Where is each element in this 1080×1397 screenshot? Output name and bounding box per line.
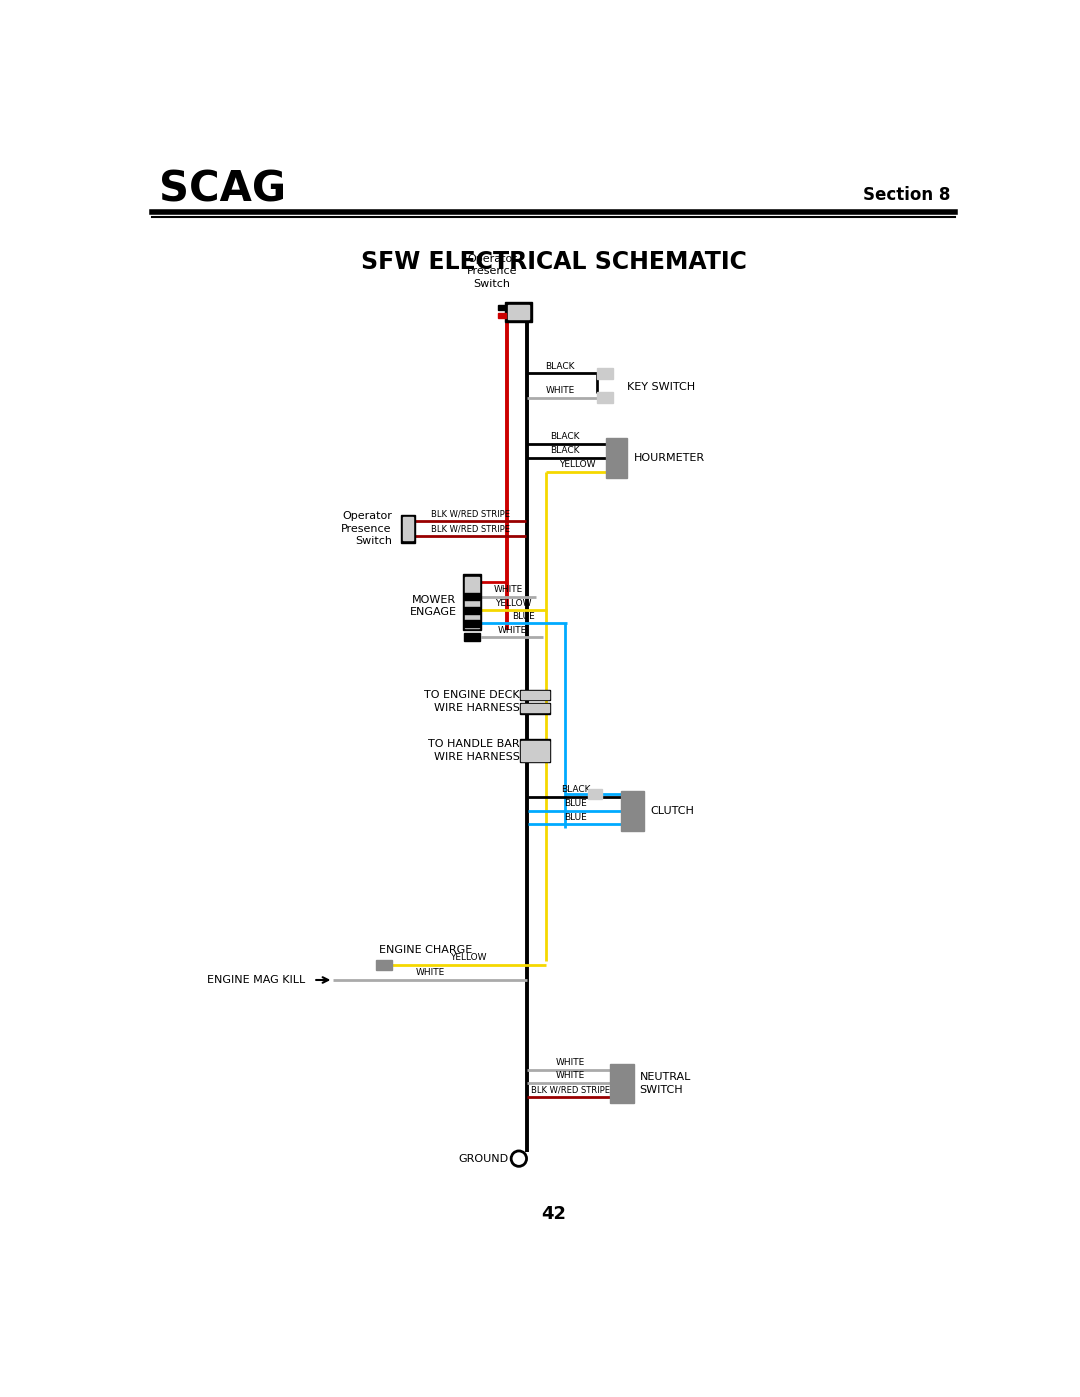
Bar — [499, 306, 507, 310]
Bar — [621, 791, 645, 831]
Bar — [606, 437, 627, 478]
Bar — [464, 633, 480, 641]
Text: Operator
Presence
Switch: Operator Presence Switch — [467, 254, 517, 289]
Text: NEUTRAL
SWITCH: NEUTRAL SWITCH — [639, 1073, 691, 1095]
Bar — [465, 577, 478, 629]
Text: SFW ELECTRICAL SCHEMATIC: SFW ELECTRICAL SCHEMATIC — [361, 250, 746, 274]
Bar — [597, 367, 612, 379]
Text: BLACK: BLACK — [550, 433, 579, 441]
Text: HOURMETER: HOURMETER — [634, 453, 705, 462]
Bar — [401, 515, 415, 542]
Text: WHITE: WHITE — [416, 968, 445, 978]
Text: WHITE: WHITE — [494, 585, 523, 594]
Text: BLUE: BLUE — [564, 799, 586, 807]
Text: Operator
Presence
Switch: Operator Presence Switch — [341, 511, 392, 546]
Text: BLK W/RED STRIPE: BLK W/RED STRIPE — [431, 510, 510, 518]
Text: BLACK: BLACK — [550, 446, 579, 455]
Text: BLACK: BLACK — [561, 785, 590, 793]
Bar — [464, 592, 480, 601]
Text: Section 8: Section 8 — [863, 186, 950, 204]
Bar — [464, 620, 480, 627]
Bar — [499, 313, 507, 317]
Bar — [522, 692, 549, 698]
Bar — [464, 606, 480, 615]
Bar — [589, 789, 602, 799]
Bar — [508, 305, 529, 319]
Bar — [597, 393, 612, 404]
Text: BLK W/RED STRIPE: BLK W/RED STRIPE — [431, 525, 510, 534]
Text: BLUE: BLUE — [512, 612, 535, 622]
Text: KEY SWITCH: KEY SWITCH — [626, 383, 694, 393]
Text: ENGINE CHARGE: ENGINE CHARGE — [379, 946, 473, 956]
Text: BLACK: BLACK — [545, 362, 575, 370]
Text: 42: 42 — [541, 1206, 566, 1222]
Bar — [462, 574, 481, 630]
Text: WHITE: WHITE — [545, 386, 575, 395]
Bar — [610, 1065, 634, 1104]
Text: YELLOW: YELLOW — [450, 953, 487, 963]
Bar — [504, 302, 532, 321]
Bar — [519, 690, 551, 700]
Text: WHITE: WHITE — [555, 1071, 584, 1080]
Bar — [519, 739, 551, 763]
Bar — [519, 703, 551, 714]
Bar — [377, 960, 392, 970]
Text: BLK W/RED STRIPE: BLK W/RED STRIPE — [530, 1085, 609, 1094]
Text: WHITE: WHITE — [498, 626, 527, 636]
Text: BLUE: BLUE — [564, 813, 586, 821]
Text: TO HANDLE BAR
WIRE HARNESS: TO HANDLE BAR WIRE HARNESS — [428, 739, 519, 761]
Text: GROUND: GROUND — [458, 1154, 508, 1164]
Text: ENGINE MAG KILL: ENGINE MAG KILL — [207, 975, 306, 985]
Bar — [522, 740, 549, 760]
Text: YELLOW: YELLOW — [496, 599, 531, 608]
Text: MOWER
ENGAGE: MOWER ENGAGE — [409, 595, 457, 617]
Bar — [403, 517, 414, 541]
Bar — [522, 704, 549, 712]
Text: TO ENGINE DECK
WIRE HARNESS: TO ENGINE DECK WIRE HARNESS — [424, 690, 519, 712]
Text: SCAG: SCAG — [159, 169, 286, 211]
Text: CLUTCH: CLUTCH — [650, 806, 694, 816]
Text: YELLOW: YELLOW — [559, 460, 595, 469]
Text: WHITE: WHITE — [555, 1059, 584, 1067]
